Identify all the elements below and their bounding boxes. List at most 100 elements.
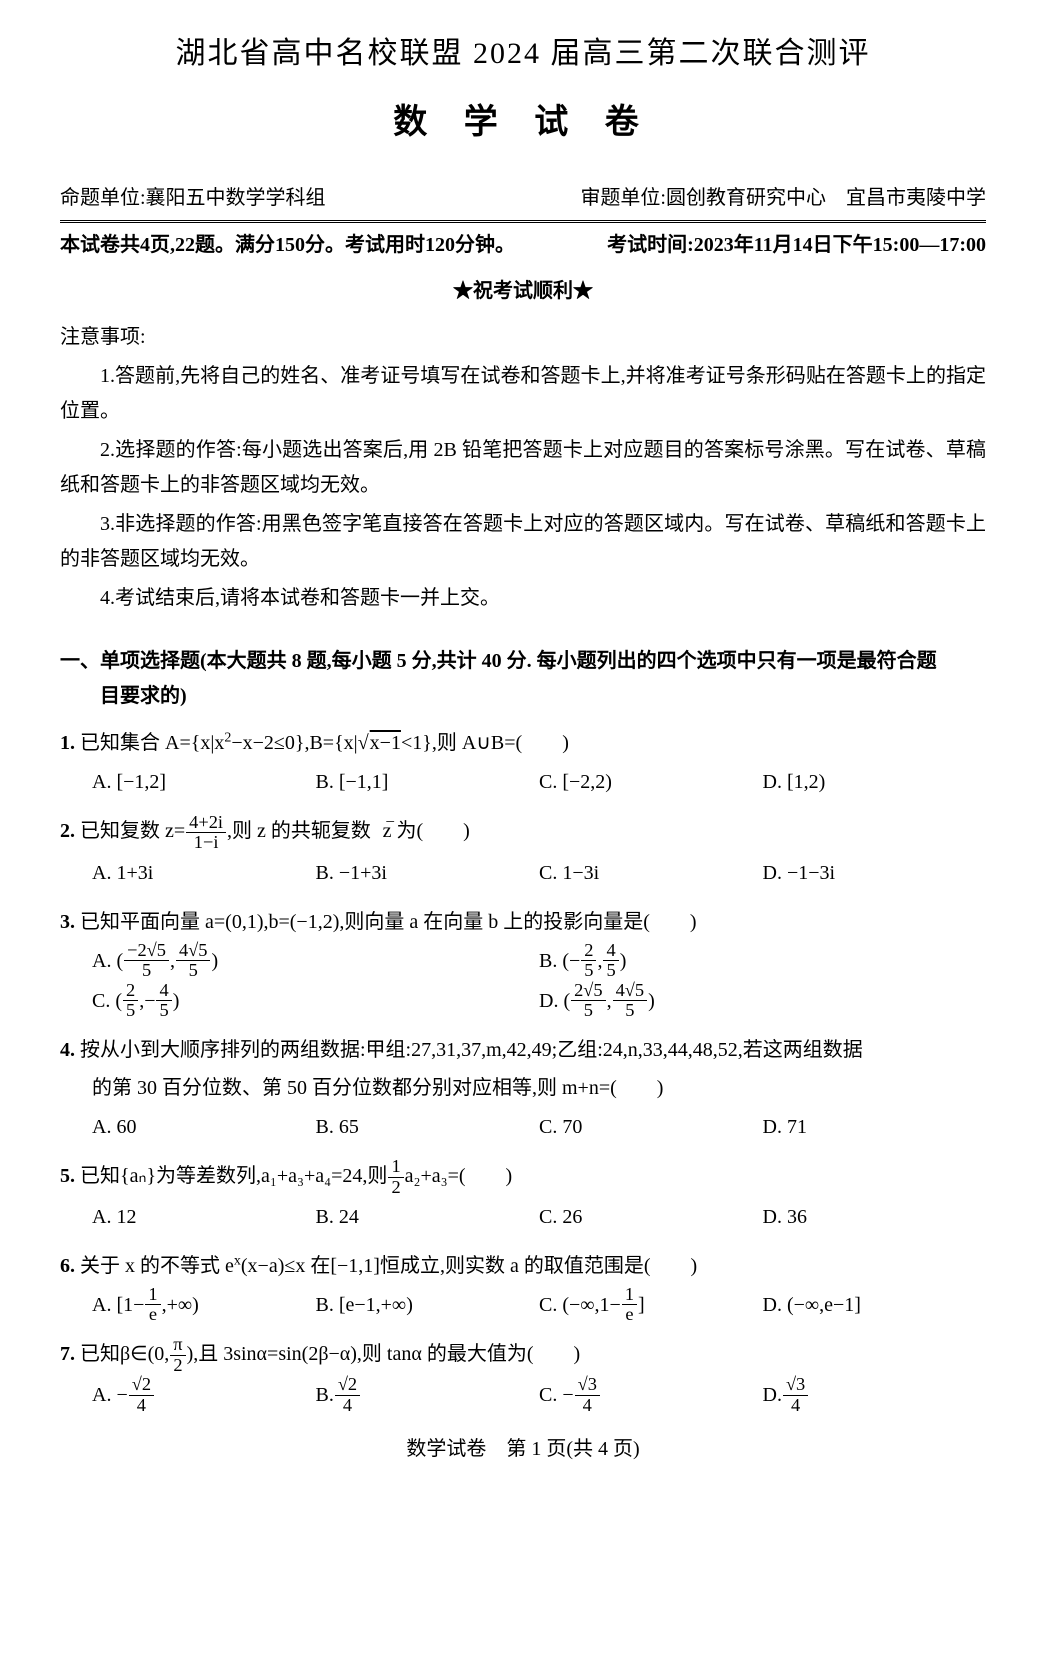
q6C-d: e (622, 1305, 637, 1324)
q1-option-C: C. [−2,2) (539, 762, 763, 802)
q7C-pre: C. − (539, 1376, 574, 1414)
q3C-post: ) (173, 982, 180, 1020)
q7C-n: √3 (575, 1375, 600, 1395)
q5-stem-a: 已知{aₙ}为等差数列,a₁+a₃+a₄=24,则 (75, 1165, 387, 1187)
q6A-d: e (145, 1305, 160, 1324)
q7D-d: 4 (783, 1396, 808, 1415)
credits-row: 命题单位:襄阳五中数学学科组 审题单位:圆创教育研究中心 宜昌市夷陵中学 (60, 182, 986, 214)
q6-stem-b: (x−a)≤x 在[−1,1]恒成立,则实数 a 的取值范围是( ) (241, 1255, 697, 1277)
q7A-n: √2 (129, 1375, 154, 1395)
q3B-mid: , (597, 942, 602, 980)
q3A-mid: , (170, 942, 175, 980)
divider-double (60, 220, 986, 223)
q3C-d1: 5 (123, 1001, 138, 1020)
q3C-d2: 5 (156, 1001, 171, 1020)
q3A-pre: A. ( (92, 942, 123, 980)
section-heading-line1: 一、单项选择题(本大题共 8 题,每小题 5 分,共计 40 分. 每小题列出的… (60, 650, 937, 672)
q3C-n1: 2 (123, 981, 138, 1001)
q6-option-C: C. (−∞,1−1e] (539, 1285, 763, 1325)
exam-sub-title: 数 学 试 卷 (60, 96, 986, 150)
q6C-n: 1 (622, 1285, 637, 1305)
q7A-pre: A. − (92, 1376, 128, 1414)
q3D-d2: 5 (613, 1001, 647, 1020)
q6C-pre: C. (−∞,1− (539, 1286, 621, 1324)
q3D-d1: 5 (571, 1001, 605, 1020)
q2-option-A: A. 1+3i (92, 853, 316, 893)
q4-stem-l2: 的第 30 百分位数、第 50 百分位数都分别对应相等,则 m+n=( ) (60, 1069, 986, 1107)
notice-item: 3.非选择题的作答:用黑色签字笔直接答在答题卡上对应的答题区域内。写在试卷、草稿… (60, 507, 986, 577)
q7A-d: 4 (129, 1396, 154, 1415)
q3C-n2: 4 (156, 981, 171, 1001)
q2-stem-c: 为( ) (391, 820, 469, 842)
q3B-d1: 5 (581, 961, 596, 980)
question-1: 1. 已知集合 A={x|x2−x−2≤0},B={x|√x−1<1},则 A∪… (60, 724, 986, 802)
notice-item: 1.答题前,先将自己的姓名、准考证号填写在试卷和答题卡上,并将准考证号条形码贴在… (60, 359, 986, 429)
q1-option-A: A. [−1,2] (92, 762, 316, 802)
q7-option-C: C. −√34 (539, 1375, 763, 1415)
page-footer: 数学试卷 第 1 页(共 4 页) (60, 1433, 986, 1465)
q4-number: 4. (60, 1039, 75, 1061)
q3D-pre: D. ( (539, 982, 570, 1020)
q2-option-D: D. −1−3i (763, 853, 987, 893)
q7C-d: 4 (575, 1396, 600, 1415)
q6A-post: ,+∞) (162, 1286, 199, 1324)
q6A-pre: A. [1− (92, 1286, 144, 1324)
q3A-d1: 5 (124, 961, 169, 980)
q3B-pre: B. (− (539, 942, 580, 980)
question-4: 4. 按从小到大顺序排列的两组数据:甲组:27,31,37,m,42,49;乙组… (60, 1031, 986, 1147)
question-2: 2. 已知复数 z=4+2i1−i,则 z 的共轭复数 z 为( ) A. 1+… (60, 812, 986, 892)
q1-stem-c: <1},则 A∪B=( ) (401, 732, 569, 754)
q3A-d2: 5 (176, 961, 210, 980)
q5-number: 5. (60, 1165, 75, 1187)
q3C-mid: ,− (139, 982, 155, 1020)
q4-stem-l1: 按从小到大顺序排列的两组数据:甲组:27,31,37,m,42,49;乙组:24… (75, 1039, 863, 1061)
q3A-n2: 4√5 (176, 941, 210, 961)
q7-option-A: A. −√24 (92, 1375, 316, 1415)
q7-option-D: D. √34 (763, 1375, 987, 1415)
credit-right: 审题单位:圆创教育研究中心 宜昌市夷陵中学 (580, 182, 986, 214)
q4-option-A: A. 60 (92, 1107, 316, 1147)
q6C-post: ] (638, 1286, 645, 1324)
q5-option-C: C. 26 (539, 1197, 763, 1237)
q2-frac-d: 1−i (186, 833, 226, 852)
q6A-n: 1 (145, 1285, 160, 1305)
notice-item: 2.选择题的作答:每小题选出答案后,用 2B 铅笔把答题卡上对应题目的答案标号涂… (60, 433, 986, 503)
q5-stem-b: a₂+a₃=( ) (405, 1165, 513, 1187)
q2-option-C: C. 1−3i (539, 853, 763, 893)
notice-item: 4.考试结束后,请将本试卷和答题卡一并上交。 (60, 581, 986, 616)
q3A-n1: −2√5 (124, 941, 169, 961)
q3D-n1: 2√5 (571, 981, 605, 1001)
q2-option-B: B. −1+3i (316, 853, 540, 893)
q7-stem-b: ),且 3sinα=sin(2β−α),则 tanα 的最大值为( ) (187, 1343, 581, 1365)
q7D-pre: D. (763, 1376, 782, 1414)
q5-option-D: D. 36 (763, 1197, 987, 1237)
q1-number: 1. (60, 732, 75, 754)
q7B-pre: B. (316, 1376, 334, 1414)
q7-frac-n: π (170, 1335, 185, 1355)
q7B-n: √2 (335, 1375, 360, 1395)
q1-stem-a: 已知集合 A={x|x (75, 732, 224, 754)
q3C-pre: C. ( (92, 982, 122, 1020)
q1-option-B: B. [−1,1] (316, 762, 540, 802)
q2-number: 2. (60, 820, 75, 842)
question-6: 6. 关于 x 的不等式 ex(x−a)≤x 在[−1,1]恒成立,则实数 a … (60, 1247, 986, 1325)
q3-stem: 已知平面向量 a=(0,1),b=(−1,2),则向量 a 在向量 b 上的投影… (75, 911, 697, 933)
q3-number: 3. (60, 911, 75, 933)
q7-option-B: B. √24 (316, 1375, 540, 1415)
q5-frac-n: 1 (388, 1157, 403, 1177)
q3-option-B: B. (−25,45) (539, 941, 986, 981)
notice-title: 注意事项: (60, 321, 986, 353)
q6-stem-a: 关于 x 的不等式 e (75, 1255, 234, 1277)
good-luck: ★祝考试顺利★ (60, 275, 986, 307)
q2-frac-n: 4+2i (186, 813, 226, 833)
q7-stem-a: 已知β∈(0, (75, 1343, 169, 1365)
q3B-n2: 4 (603, 941, 618, 961)
q3-option-A: A. (−2√55,4√55) (92, 941, 539, 981)
question-7: 7. 已知β∈(0,π2),且 3sinα=sin(2β−α),则 tanα 的… (60, 1335, 986, 1415)
q6-option-A: A. [1−1e,+∞) (92, 1285, 316, 1325)
question-3: 3. 已知平面向量 a=(0,1),b=(−1,2),则向量 a 在向量 b 上… (60, 903, 986, 1021)
q6-number: 6. (60, 1255, 75, 1277)
q1-option-D: D. [1,2) (763, 762, 987, 802)
q3B-post: ) (620, 942, 627, 980)
q5-frac-d: 2 (388, 1178, 403, 1197)
